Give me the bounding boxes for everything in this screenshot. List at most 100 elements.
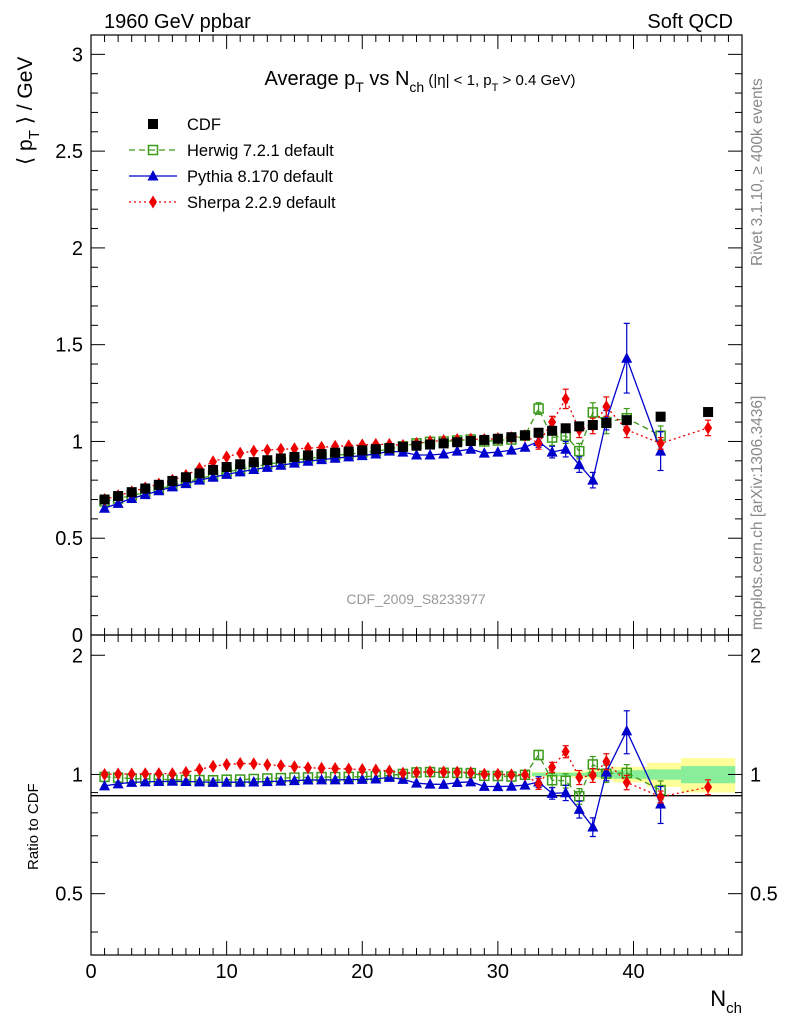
main-cdf-point <box>384 443 395 454</box>
ratio-sherpa-point <box>331 762 340 776</box>
ratio-herwig-point <box>546 774 558 786</box>
ratio-pythia-point <box>207 776 219 787</box>
main-pythia-point <box>248 463 260 475</box>
ratio-sherpa-point <box>263 758 272 772</box>
ratio-sherpa-point <box>154 767 163 781</box>
ratio-y-tick-label: 1 <box>72 764 83 786</box>
ratio-frame <box>90 634 743 956</box>
main-cdf-point <box>506 432 517 443</box>
main-pythia-point <box>411 449 422 460</box>
rivet-label: Rivet 3.1.10, ≥ 400k events <box>749 78 766 266</box>
ratio-sherpa-point <box>385 764 394 778</box>
ratio-pythia-point <box>221 776 233 787</box>
main-title: Average pT vs Nch (|η| < 1, pT > 0.4 GeV… <box>264 68 575 95</box>
ratio-pythia-point <box>411 777 422 788</box>
main-pythia-point <box>234 465 246 477</box>
main-cdf-point <box>221 462 232 472</box>
ratio-sherpa-point <box>222 757 231 771</box>
ratio-sherpa-point <box>704 780 713 794</box>
ratio-pythia-point <box>194 775 205 787</box>
ratio-sherpa-point <box>548 760 557 774</box>
main-cdf-point <box>655 411 666 422</box>
ratio-sherpa-point <box>209 759 218 773</box>
band-inner <box>531 772 546 777</box>
main-sherpa-point <box>656 436 665 450</box>
ratio-sherpa-point <box>426 765 435 779</box>
main-cdf-point <box>479 434 490 445</box>
legend-marker <box>147 144 159 156</box>
main-pythia-point <box>492 446 504 457</box>
main-pythia-point <box>573 458 585 470</box>
ratio-y-tick-label-right: 1 <box>750 764 761 786</box>
ratio-pythia-point <box>560 786 572 798</box>
ratio-series-layer <box>99 710 713 838</box>
main-cdf-point <box>275 453 286 464</box>
main-sherpa-point <box>561 392 570 406</box>
ratio-sherpa-point <box>195 762 204 776</box>
ratio-sherpa-point <box>656 790 665 804</box>
ratio-pythia-point <box>370 772 382 784</box>
x-axis-label: Nch <box>710 986 742 1017</box>
ratio-y-tick-label: 0.5 <box>55 884 83 906</box>
main-sherpa-point <box>236 446 245 460</box>
ratio-pythia-point <box>261 775 273 787</box>
legend-label: CDF <box>187 116 221 134</box>
ratio-pythia-point <box>99 779 111 791</box>
main-sherpa-point <box>249 444 258 458</box>
header-right: Soft QCD <box>647 11 733 33</box>
main-y-tick-label: 3 <box>72 44 83 66</box>
ratio-sherpa-point <box>602 755 611 769</box>
ratio-sherpa-point <box>304 761 312 775</box>
main-pythia-point <box>560 443 572 454</box>
ratio-pythia-point <box>234 776 246 787</box>
main-cdf-point <box>126 487 137 498</box>
ratio-sherpa-point <box>344 762 353 776</box>
ratio-pythia-point <box>329 773 341 785</box>
ratio-y-tick-label-right: 2 <box>750 645 761 667</box>
ratio-sherpa-point <box>480 767 489 781</box>
main-pythia-point <box>112 497 124 508</box>
ratio-pythia-point <box>139 775 151 787</box>
main-sherpa-point <box>263 443 272 457</box>
x-tick-label: 20 <box>351 961 373 983</box>
ratio-sherpa-point <box>412 765 421 779</box>
main-y-tick-label: 2.5 <box>55 141 83 163</box>
ratio-sherpa-point <box>493 767 502 781</box>
ratio-pythia-point <box>621 724 633 736</box>
main-cdf-point <box>465 436 476 447</box>
ratio-pythia-point <box>126 776 138 787</box>
legend-marker <box>149 195 157 209</box>
ratio-sherpa-point <box>534 777 543 791</box>
watermark: CDF_2009_S8233977 <box>346 591 486 607</box>
band-inner <box>647 769 681 780</box>
ratio-pythia-point <box>505 780 517 791</box>
legend-marker <box>147 170 159 181</box>
main-cdf-point <box>99 494 110 505</box>
main-pythia-point <box>451 445 463 456</box>
ratio-sherpa-point <box>236 756 245 770</box>
main-cdf-point <box>343 446 354 457</box>
main-cdf-point <box>357 445 368 456</box>
main-pythia-point <box>180 477 192 489</box>
ratio-sherpa-point <box>588 768 597 782</box>
x-tick-labels: 0 10 20 30 40 <box>85 961 644 983</box>
main-y-tick-label: 0 <box>72 625 83 647</box>
main-herwig-line <box>104 407 661 503</box>
ratio-y-tick-label-right: 0.5 <box>750 884 778 906</box>
legend-label: Herwig 7.2.1 default <box>187 142 334 160</box>
ratio-pythia-point <box>546 787 558 798</box>
main-cdf-point <box>153 479 164 490</box>
main-y-tick-label: 1 <box>72 431 83 453</box>
ratio-pythia-point <box>302 774 314 785</box>
legend: CDF Herwig 7.2.1 default Pythia 8.170 defa… <box>129 116 336 212</box>
main-cdf-point <box>167 475 178 486</box>
ratio-sherpa-point <box>439 765 448 779</box>
main-pythia-line <box>104 356 662 509</box>
main-cdf-point <box>621 415 632 426</box>
main-pythia-point <box>302 455 314 466</box>
main-cdf-point <box>140 483 151 494</box>
main-cdf-point <box>289 451 300 462</box>
ratio-pythia-point <box>438 778 450 789</box>
ratio-sherpa-point <box>453 765 462 779</box>
